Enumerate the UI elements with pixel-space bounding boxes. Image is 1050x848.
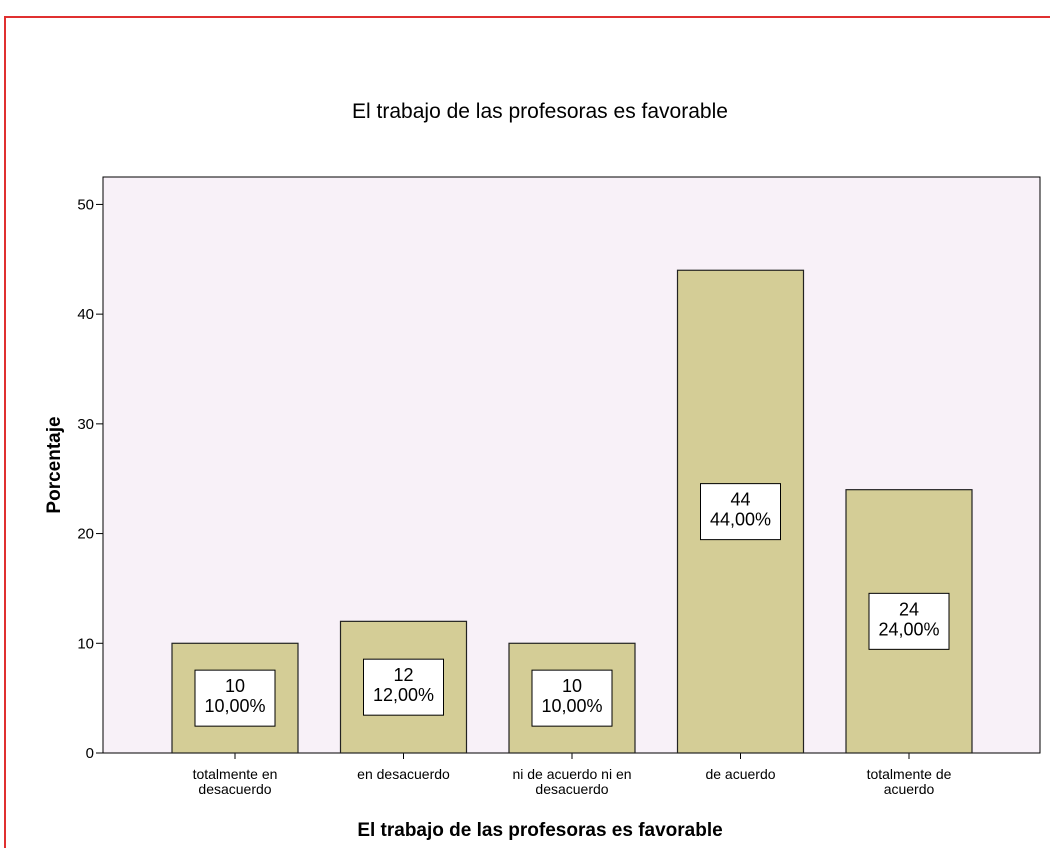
value-label: 44 44,00% <box>710 490 771 530</box>
x-tick-label: totalmente en desacuerdo <box>193 766 278 797</box>
y-tick-label: 50 <box>77 196 94 213</box>
y-tick-label: 20 <box>77 526 94 543</box>
value-label-box <box>363 658 444 716</box>
y-axis-label: Porcentaje <box>44 416 65 513</box>
y-tick-label: 10 <box>77 635 94 652</box>
x-axis-label: El trabajo de las profesoras es favorabl… <box>357 820 722 841</box>
x-tick-label: de acuerdo <box>705 766 775 782</box>
value-label-box <box>700 483 781 541</box>
value-label-box <box>531 669 613 727</box>
x-tick-label: totalmente de acuerdo <box>867 766 952 797</box>
value-label: 24 24,00% <box>878 599 939 639</box>
value-label: 12 12,00% <box>373 665 434 705</box>
y-tick-label: 0 <box>86 745 94 762</box>
value-label-box <box>194 669 276 727</box>
y-tick-label: 40 <box>77 306 94 323</box>
value-label: 10 10,00% <box>541 676 602 716</box>
chart-title: El trabajo de las profesoras es favorabl… <box>352 100 728 123</box>
value-label-box <box>868 592 950 650</box>
x-tick-label: ni de acuerdo ni en desacuerdo <box>512 766 631 797</box>
x-tick-label: en desacuerdo <box>357 766 450 782</box>
value-label: 10 10,00% <box>204 676 265 716</box>
y-tick-label: 30 <box>77 416 94 433</box>
